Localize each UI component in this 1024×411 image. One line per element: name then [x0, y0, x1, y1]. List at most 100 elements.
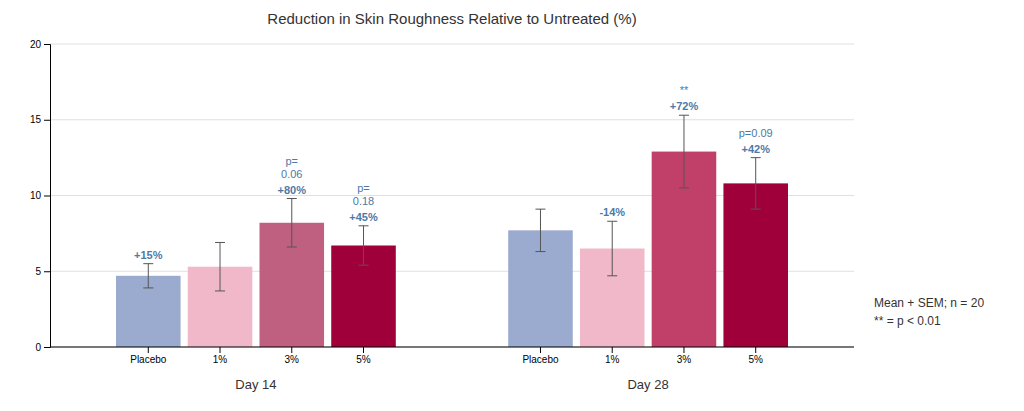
error-bar-cap: [607, 275, 617, 276]
error-bar-cap: [215, 290, 225, 291]
x-tick-label: 1%: [213, 354, 228, 365]
x-tick-label: 5%: [748, 354, 763, 365]
x-tick: 3%: [285, 347, 300, 365]
annotation: p=0.18: [353, 182, 374, 207]
error-bar-cap: [679, 187, 689, 188]
annotation: **: [680, 84, 689, 96]
x-tick-label: 3%: [285, 354, 300, 365]
note-line: Mean + SEM; n = 20: [874, 296, 984, 310]
error-bar-cap: [359, 265, 369, 266]
y-axis-line: [44, 45, 51, 348]
group-label: Day 28: [627, 377, 668, 392]
annotation: p=0.06: [281, 155, 302, 180]
y-tick: 20: [30, 39, 50, 50]
error-bar-cap: [751, 157, 761, 158]
grid-line: [50, 119, 854, 120]
error-bar: [679, 115, 689, 188]
group-label: Day 14: [235, 377, 276, 392]
annotation-line: **: [680, 84, 689, 96]
annotation: p=0.09: [739, 127, 773, 139]
x-tick: Placebo: [522, 347, 559, 365]
error-bar-stem: [148, 264, 149, 288]
annotation-line: +42%: [741, 143, 770, 155]
y-tick: 10: [30, 190, 50, 201]
x-tick: 1%: [213, 347, 228, 365]
error-bar-stem: [612, 221, 613, 276]
y-tick: 5: [35, 266, 50, 277]
error-bar-stem: [363, 226, 364, 265]
annotation: +15%: [134, 249, 163, 261]
error-bar-cap: [751, 209, 761, 210]
y-tick-label: 15: [30, 114, 42, 125]
y-tick-label: 10: [30, 190, 42, 201]
y-tick-label: 0: [35, 342, 41, 353]
error-bar: [287, 199, 297, 247]
x-tick: 5%: [748, 347, 763, 365]
title: Reduction in Skin Roughness Relative to …: [267, 10, 636, 27]
x-tick: 3%: [677, 347, 692, 365]
annotation-line: p=: [286, 155, 299, 167]
annotation-line: -14%: [599, 206, 625, 218]
y-axis: 0 5 10 15 20: [30, 39, 51, 353]
x-tick-mark: [148, 347, 149, 353]
error-bar: [143, 264, 153, 288]
x-axis-line: [50, 347, 854, 348]
y-tick-mark: [44, 196, 50, 197]
x-tick-label: 3%: [677, 354, 692, 365]
annotation-line: 0.06: [281, 168, 302, 180]
annotation-line: p=: [357, 182, 370, 194]
annotation: +72%: [670, 100, 699, 112]
x-tick-label: Placebo: [130, 354, 167, 365]
y-tick-mark: [44, 347, 50, 348]
y-tick-mark: [44, 271, 50, 272]
error-bar-cap: [287, 247, 297, 248]
x-tick: 5%: [356, 347, 371, 365]
x-tick-mark: [612, 347, 613, 353]
error-bar-stem: [291, 199, 292, 247]
x-axis: Placebo 1% 3% 5%: [522, 347, 763, 365]
x-tick-mark: [363, 347, 364, 353]
x-tick-mark: [540, 347, 541, 353]
error-bar-cap: [679, 115, 689, 116]
error-bar-cap: [287, 198, 297, 199]
annotation-line: +15%: [134, 249, 163, 261]
error-bar-stem: [540, 209, 541, 251]
error-bar: [607, 221, 617, 276]
x-tick-label: Placebo: [522, 354, 559, 365]
annotation: -14%: [599, 206, 625, 218]
y-tick-mark: [44, 44, 50, 45]
annotation-line: 0.18: [353, 195, 374, 207]
note-line: ** = p < 0.01: [874, 314, 941, 328]
error-bar: [359, 226, 369, 265]
grid-line: [50, 347, 854, 348]
x-axis: Placebo 1% 3% 5%: [130, 347, 371, 365]
grid-line: [50, 44, 854, 45]
error-bar-cap: [535, 251, 545, 252]
error-bar-cap: [607, 221, 617, 222]
chart: Reduction in Skin Roughness Relative to …: [0, 0, 1024, 411]
note: ** = p < 0.01: [874, 314, 941, 328]
annotation: +80%: [278, 184, 307, 196]
y-tick-label: 20: [30, 39, 42, 50]
marks: [116, 115, 788, 347]
error-bar-cap: [143, 287, 153, 288]
error-bar-cap: [215, 242, 225, 243]
error-bar: [215, 242, 225, 290]
plot: 0 5 10 15 20 Placebo 1% 3% 5% Day 14 Placebo 1% 3% 5%…: [30, 39, 854, 392]
error-bar-stem: [683, 115, 684, 188]
error-bar-cap: [535, 209, 545, 210]
x-tick-label: 1%: [605, 354, 620, 365]
x-tick-mark: [755, 347, 756, 353]
error-bar: [751, 158, 761, 210]
x-tick-mark: [220, 347, 221, 353]
grid: [50, 44, 854, 347]
note: Mean + SEM; n = 20: [874, 296, 984, 310]
x-tick: Placebo: [130, 347, 167, 365]
x-tick-label: 5%: [356, 354, 371, 365]
annotation-line: +72%: [670, 100, 699, 112]
x-tick-mark: [683, 347, 684, 353]
y-tick: 0: [35, 342, 50, 353]
y-tick: 15: [30, 114, 50, 125]
x-tick: 1%: [605, 347, 620, 365]
error-bar-cap: [359, 225, 369, 226]
